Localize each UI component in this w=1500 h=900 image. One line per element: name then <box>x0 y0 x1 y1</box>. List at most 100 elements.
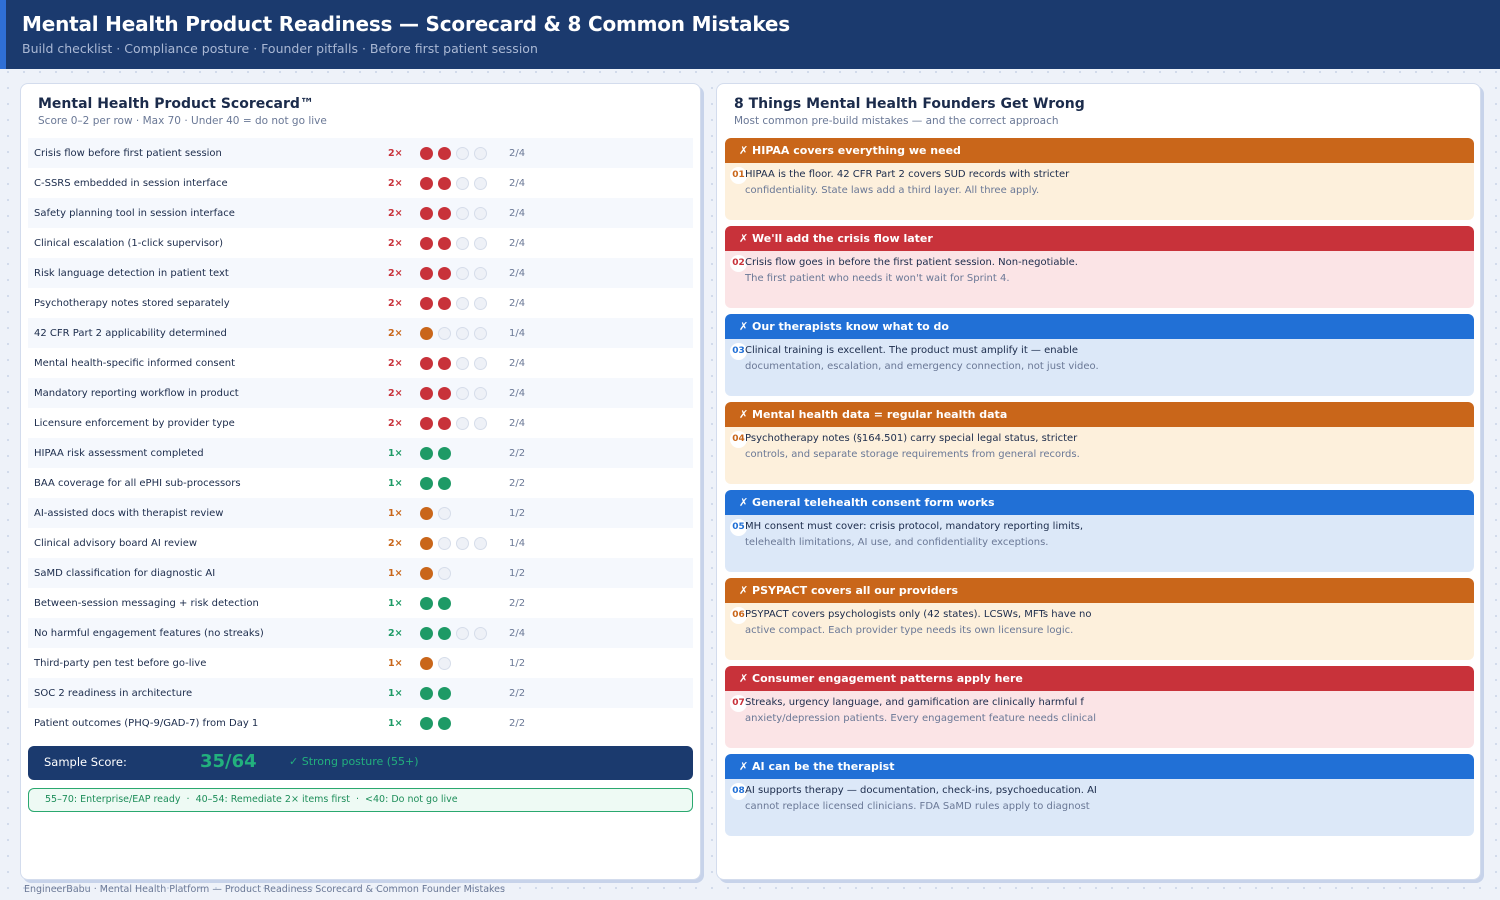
scorecard-row-dots <box>420 327 487 340</box>
mistake-card: ✗ Our therapists know what to do 03 Clinic… <box>725 314 1474 396</box>
scorecard-row-score: 2/2 <box>509 477 526 489</box>
scorecard-row-score: 2/4 <box>509 627 526 639</box>
score-dot-empty <box>456 177 469 190</box>
mistakes-title: 8 Things Mental Health Founders Get Wron… <box>734 96 1085 112</box>
score-dot-filled <box>438 417 451 430</box>
score-dot-empty <box>474 357 487 370</box>
scorecard-row-weight: 2× <box>388 267 403 279</box>
mistake-correction-line-1: Crisis flow goes in before the first pat… <box>745 257 1078 268</box>
mistake-correction-line-2: cannot replace licensed clinicians. FDA … <box>745 801 1090 812</box>
scorecard-row-weight: 2× <box>388 147 403 159</box>
mistake-card: ✗ HIPAA covers everything we need 01 HIPAA… <box>725 138 1474 220</box>
scorecard-row-score: 2/2 <box>509 687 526 699</box>
scorecard-row-score: 2/4 <box>509 417 526 429</box>
score-dot-filled <box>420 237 433 250</box>
scorecard-row-score: 2/4 <box>509 207 526 219</box>
scorecard-row-dots <box>420 567 451 580</box>
score-dot-filled <box>420 297 433 310</box>
score-dot-filled <box>420 327 433 340</box>
scorecard-row: Risk language detection in patient text 2… <box>28 258 693 288</box>
scorecard-row: Psychotherapy notes stored separately 2× 2… <box>28 288 693 318</box>
scorecard-row-score: 1/4 <box>509 327 526 339</box>
score-dot-filled <box>420 537 433 550</box>
scorecard-row-weight: 2× <box>388 207 403 219</box>
scorecard-row-dots <box>420 207 487 220</box>
scorecard-row-dots <box>420 477 451 490</box>
mistake-correction-line-2: documentation, escalation, and emergency… <box>745 361 1099 372</box>
mistake-correction-line-1: Clinical training is excellent. The prod… <box>745 345 1078 356</box>
mistake-correction-line-2: confidentiality. State laws add a third … <box>745 185 1040 196</box>
scorecard-row: SOC 2 readiness in architecture 1× 2/2 <box>28 678 693 708</box>
score-dot-empty <box>456 327 469 340</box>
mistake-correction-line-1: PSYPACT covers psychologists only (42 st… <box>745 609 1092 620</box>
mistake-heading: ✗ Consumer engagement patterns apply her… <box>725 666 1474 691</box>
mistake-correction-line-1: Streaks, urgency language, and gamificat… <box>745 697 1084 708</box>
mistake-body: 01 HIPAA is the floor. 42 CFR Part 2 cove… <box>725 163 1474 220</box>
scorecard-subtitle: Score 0–2 per row · Max 70 · Under 40 = … <box>38 115 327 127</box>
mistake-heading: ✗ General telehealth consent form works <box>725 490 1474 515</box>
score-dot-empty <box>474 267 487 280</box>
score-dot-empty <box>474 327 487 340</box>
scorecard-row-weight: 2× <box>388 177 403 189</box>
mistake-correction-line-1: Psychotherapy notes (§164.501) carry spe… <box>745 433 1078 444</box>
score-dot-filled <box>438 267 451 280</box>
scorecard-row: Crisis flow before first patient session… <box>28 138 693 168</box>
score-dot-empty <box>438 567 451 580</box>
scorecard-row-weight: 1× <box>388 657 403 669</box>
scorecard-row-label: SaMD classification for diagnostic AI <box>34 567 216 579</box>
scorecard-row-dots <box>420 627 487 640</box>
score-dot-filled <box>438 477 451 490</box>
score-dot-filled <box>420 567 433 580</box>
scorecard-row-label: BAA coverage for all ePHI sub-processors <box>34 477 241 489</box>
score-dot-filled <box>420 177 433 190</box>
page-header: Mental Health Product Readiness — Scorec… <box>0 0 1500 69</box>
mistake-card: ✗ General telehealth consent form works 0… <box>725 490 1474 572</box>
scorecard-rows: Crisis flow before first patient session… <box>28 138 693 738</box>
mistakes-panel: 8 Things Mental Health Founders Get Wron… <box>716 83 1481 880</box>
score-dot-empty <box>474 537 487 550</box>
score-dot-filled <box>420 627 433 640</box>
mistake-correction-line-2: anxiety/depression patients. Every engag… <box>745 713 1097 724</box>
scorecard-row-score: 1/2 <box>509 657 526 669</box>
mistake-number-badge: 08 <box>730 783 747 800</box>
scorecard-row-label: Clinical escalation (1-click supervisor) <box>34 237 224 249</box>
mistake-heading: ✗ Mental health data = regular health da… <box>725 402 1474 427</box>
mistake-number-badge: 03 <box>730 343 747 360</box>
sample-score-bar: Sample Score: 35/64 ✓ Strong posture (55… <box>28 746 693 780</box>
scorecard-row: SaMD classification for diagnostic AI 1× 1… <box>28 558 693 588</box>
scorecard-row-weight: 1× <box>388 597 403 609</box>
scorecard-row: HIPAA risk assessment completed 1× 2/2 <box>28 438 693 468</box>
mistake-number-badge: 01 <box>730 167 747 184</box>
scorecard-row-dots <box>420 357 487 370</box>
mistake-cards: ✗ HIPAA covers everything we need 01 HIPAA… <box>725 138 1474 842</box>
mistake-correction-line-1: HIPAA is the floor. 42 CFR Part 2 covers… <box>745 169 1070 180</box>
score-dot-empty <box>456 357 469 370</box>
scorecard-row-score: 1/2 <box>509 567 526 579</box>
scorecard-row-weight: 1× <box>388 717 403 729</box>
scorecard-row-label: Psychotherapy notes stored separately <box>34 297 230 309</box>
scorecard-row: AI-assisted docs with therapist review 1×… <box>28 498 693 528</box>
score-dot-filled <box>438 687 451 700</box>
scorecard-row-weight: 2× <box>388 417 403 429</box>
score-dot-filled <box>438 237 451 250</box>
scorecard-row-label: Licensure enforcement by provider type <box>34 417 235 429</box>
mistake-body: 02 Crisis flow goes in before the first p… <box>725 251 1474 308</box>
score-dot-filled <box>438 627 451 640</box>
scorecard-row: BAA coverage for all ePHI sub-processors… <box>28 468 693 498</box>
scorecard-row-dots <box>420 147 487 160</box>
score-dot-empty <box>456 147 469 160</box>
mistake-correction-line-2: telehealth limitations, AI use, and conf… <box>745 537 1049 548</box>
scorecard-row: C-SSRS embedded in session interface 2× 2/… <box>28 168 693 198</box>
scorecard-row-weight: 1× <box>388 687 403 699</box>
score-dot-empty <box>438 537 451 550</box>
scorecard-row-dots <box>420 687 451 700</box>
mistake-card: ✗ PSYPACT covers all our providers 06 PSYP… <box>725 578 1474 660</box>
scorecard-row-label: C-SSRS embedded in session interface <box>34 177 228 189</box>
scorecard-row-label: Patient outcomes (PHQ-9/GAD-7) from Day … <box>34 717 259 729</box>
scorecard-row-dots <box>420 177 487 190</box>
mistake-number-badge: 06 <box>730 607 747 624</box>
scorecard-row-weight: 2× <box>388 537 403 549</box>
scorecard-row-label: Clinical advisory board AI review <box>34 537 198 549</box>
mistake-number-badge: 07 <box>730 695 747 712</box>
scorecard-row-label: Risk language detection in patient text <box>34 267 229 279</box>
